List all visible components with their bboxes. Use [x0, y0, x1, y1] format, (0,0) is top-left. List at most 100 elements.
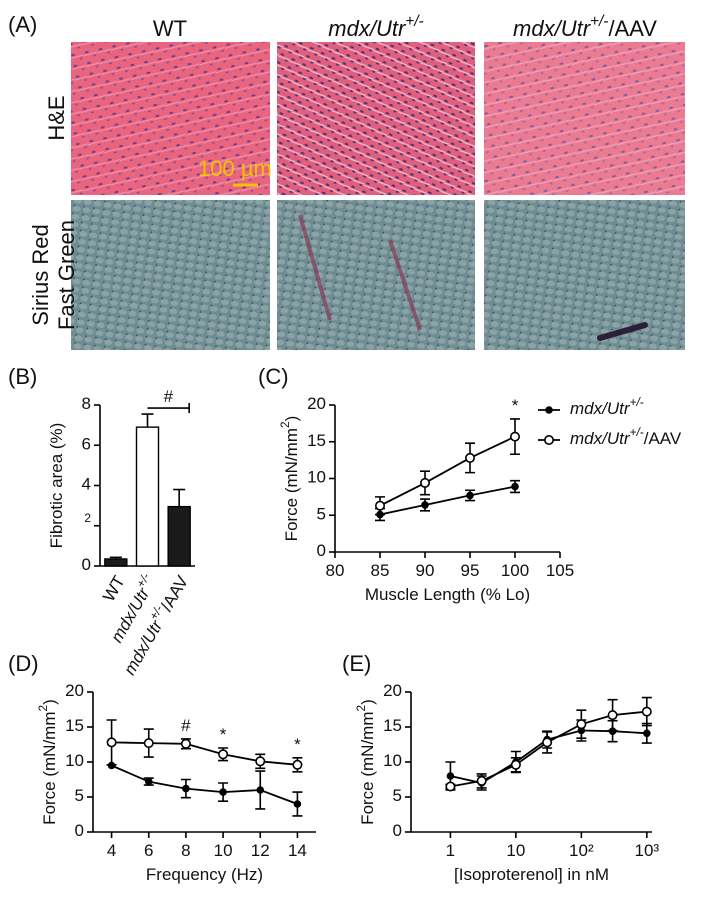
panel-label: (E) — [342, 651, 371, 676]
data-point — [446, 772, 455, 780]
y-tick-label: 0 — [393, 821, 402, 840]
data-point — [180, 738, 191, 749]
y-tick-label: 2 — [84, 511, 91, 525]
y-axis-label: Force (mN/mm2) — [354, 699, 377, 825]
y-tick-label: 5 — [75, 786, 84, 805]
y-tick-label: 8 — [82, 394, 91, 413]
data-point — [255, 756, 266, 767]
significance-mark: * — [512, 396, 519, 415]
significance-mark: * — [220, 725, 227, 744]
legend-label: mdx/Utr+/- — [570, 395, 644, 418]
data-point — [509, 431, 520, 442]
y-tick-label: 5 — [393, 786, 402, 805]
data-point — [445, 781, 456, 792]
legend-marker — [545, 406, 553, 414]
data-point — [218, 749, 229, 760]
panel-label: (C) — [258, 364, 289, 389]
series-line — [379, 485, 516, 516]
fibrosis-streak — [298, 214, 422, 331]
x-tick-label: 85 — [371, 561, 390, 580]
row-label: Fast Green — [54, 220, 79, 330]
panel-label: (B) — [8, 364, 37, 389]
data-point — [421, 501, 429, 509]
histology-image — [277, 200, 475, 350]
data-point — [419, 477, 430, 488]
x-tick-label: 100 — [501, 561, 529, 580]
column-header: mdx/Utr+/-/AAV — [513, 13, 657, 41]
y-axis-label: Fibrotic area (%) — [47, 423, 66, 549]
series-line — [111, 764, 298, 805]
x-tick-label: 8 — [181, 841, 190, 860]
histology-image — [277, 42, 475, 195]
data-point — [256, 786, 265, 794]
bar — [167, 505, 191, 567]
column-header: mdx/Utr+/- — [328, 13, 423, 41]
x-tick-label: WT — [100, 573, 130, 605]
scale-bar-label: 100 µm — [198, 156, 272, 181]
histology-image — [71, 42, 270, 195]
y-tick-label: 6 — [82, 435, 91, 454]
y-tick-label: 15 — [307, 431, 326, 450]
x-tick-label: 95 — [461, 561, 480, 580]
y-tick-label: 15 — [383, 716, 402, 735]
data-point — [576, 719, 587, 730]
data-point — [476, 775, 487, 786]
data-point — [641, 706, 652, 717]
significance-mark: * — [294, 735, 301, 754]
vessel — [597, 322, 648, 341]
y-tick-label: 0 — [82, 555, 91, 574]
column-header: WT — [153, 16, 187, 41]
histology-image — [71, 200, 270, 350]
data-point — [466, 491, 474, 500]
x-axis-label: Muscle Length (% Lo) — [365, 585, 530, 604]
y-tick-label: 20 — [65, 681, 84, 700]
data-point — [182, 784, 190, 793]
x-tick-label: 4 — [107, 841, 116, 860]
data-point — [510, 759, 521, 770]
data-point — [106, 737, 117, 748]
y-tick-label: 5 — [317, 505, 326, 524]
significance-mark: # — [181, 716, 191, 735]
x-tick-label: 80 — [326, 561, 345, 580]
data-point — [292, 759, 303, 770]
series-line — [379, 435, 516, 507]
y-tick-label: 20 — [383, 681, 402, 700]
series-line — [111, 741, 298, 766]
x-tick-label: 6 — [144, 841, 153, 860]
data-point — [374, 500, 385, 511]
x-axis-label: [Isoproterenol] in nM — [454, 865, 609, 884]
y-tick-label: 10 — [307, 468, 326, 487]
x-tick-label: 90 — [416, 561, 435, 580]
x-tick-label: 14 — [288, 841, 307, 860]
x-tick-label: 10 — [506, 841, 525, 860]
y-tick-label: 0 — [75, 821, 84, 840]
y-axis-label: Force (mN/mm2) — [278, 416, 301, 542]
data-point — [144, 777, 153, 786]
histology-image — [484, 42, 685, 195]
data-point — [542, 737, 553, 748]
x-axis-label: Frequency (Hz) — [146, 865, 263, 884]
y-tick-label: 4 — [82, 475, 91, 494]
bar — [135, 426, 160, 567]
y-axis-label: Force (mN/mm2) — [36, 699, 59, 825]
row-label: Sirius Red — [28, 224, 53, 325]
bar — [104, 558, 128, 567]
x-tick-label: 10³ — [635, 841, 660, 860]
y-tick-label: 15 — [65, 716, 84, 735]
significance-mark: # — [164, 388, 174, 407]
row-label: H&E — [44, 95, 69, 140]
data-point — [643, 729, 651, 738]
y-tick-label: 20 — [307, 394, 326, 413]
legend-label: mdx/Utr+/-/AAV — [570, 425, 682, 448]
significance-bracket — [147, 403, 190, 414]
histology-image — [484, 200, 685, 350]
data-point — [143, 738, 154, 749]
data-point — [607, 710, 618, 721]
legend-marker — [543, 434, 554, 445]
y-tick-label: 0 — [317, 541, 326, 560]
x-tick-label: 105 — [546, 561, 574, 580]
data-point — [511, 482, 519, 491]
data-point — [293, 800, 302, 808]
y-tick-label: 10 — [383, 751, 402, 770]
